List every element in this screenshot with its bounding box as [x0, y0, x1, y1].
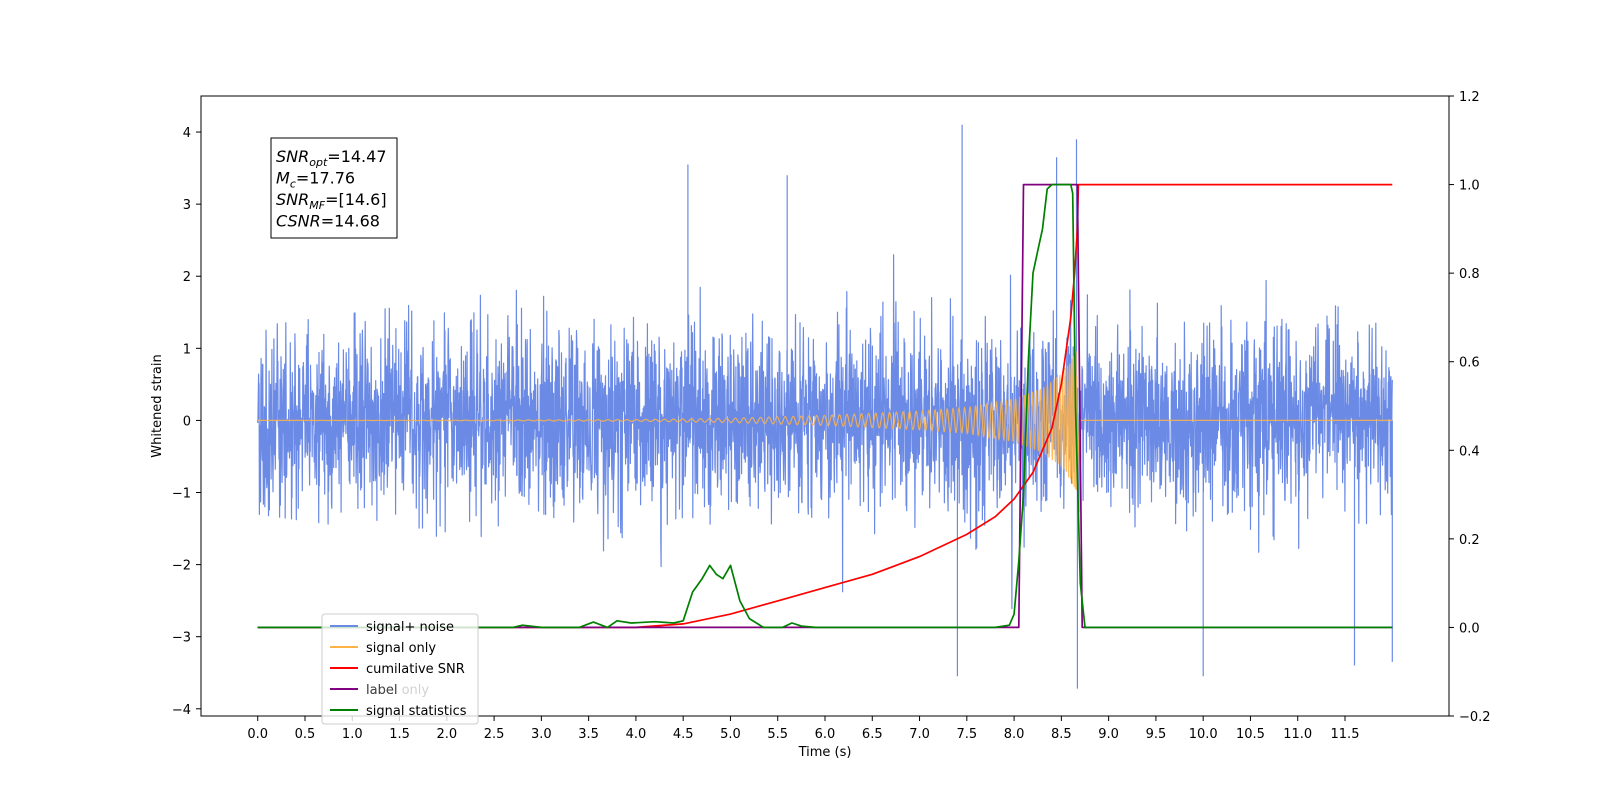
x-tick-label: 10.5	[1236, 727, 1265, 742]
annotation-subscript: opt	[309, 156, 328, 169]
legend-label: signal only	[366, 641, 436, 656]
y-left-tick-label: 4	[183, 126, 191, 141]
annotation-symbol: SNR	[276, 147, 309, 166]
annotation-line: SNRopt=14.47	[276, 147, 387, 169]
y-axis-left: 4 3 2 1 0 −1 −2 −3 −4	[172, 126, 201, 718]
x-tick-label: 5.5	[767, 727, 788, 742]
annotation-box: SNRopt=14.47Mc=17.76SNRMF=[14.6]CSNR=14.…	[270, 137, 398, 239]
annotation-value: =17.76	[296, 169, 355, 188]
x-tick-label: 6.5	[862, 727, 883, 742]
series-layer	[257, 124, 1393, 689]
annotation-symbol: M	[276, 169, 290, 188]
annotation-subscript: MF	[309, 199, 325, 212]
x-tick-label: 2.0	[436, 727, 457, 742]
series-line-2	[257, 183, 1393, 629]
x-tick-label: 11.5	[1331, 727, 1360, 742]
y-right-tick-label: −0.2	[1459, 710, 1491, 725]
legend-label: signal statistics	[366, 704, 467, 719]
annotation-symbol: SNR	[276, 190, 309, 209]
series-line-0	[257, 124, 1393, 689]
legend-label: cumilative SNR	[366, 662, 465, 677]
x-tick-label: 2.5	[484, 727, 505, 742]
x-tick-label: 4.0	[626, 727, 647, 742]
y-axis-label: Whitened strain	[150, 354, 165, 457]
annotation-subscript: c	[290, 178, 296, 191]
y-left-tick-label: −1	[172, 487, 191, 502]
legend: signal+ noise signal only cumilative SNR la…	[321, 613, 479, 725]
y-left-tick-label: 1	[183, 342, 191, 357]
x-tick-label: 1.0	[342, 727, 363, 742]
x-tick-label: 5.0	[720, 727, 741, 742]
y-right-tick-label: 1.2	[1459, 90, 1480, 105]
y-right-tick-label: 1.0	[1459, 179, 1480, 194]
annotation-frame	[270, 137, 398, 239]
y-left-tick-label: −4	[172, 703, 191, 718]
x-tick-label: 0.5	[295, 727, 316, 742]
x-tick-label: 3.0	[531, 727, 552, 742]
x-tick-label: 1.5	[389, 727, 410, 742]
annotation-line: SNRMF=[14.6]	[276, 190, 387, 212]
legend-label: signal+ noise	[366, 620, 454, 635]
x-tick-label: 0.0	[247, 727, 268, 742]
legend-frame	[321, 613, 479, 725]
annotation-value: =14.68	[321, 212, 380, 231]
x-axis: 0.0 0.5 1.0 1.5 2.0 2.5 3.0 3.5 4.0 4.5 5.0 5.5 6.0 6…	[247, 716, 1359, 742]
x-tick-label: 8.0	[1004, 727, 1025, 742]
y-left-tick-label: 2	[183, 270, 191, 285]
annotation-value: =[14.6]	[325, 190, 387, 209]
y-right-tick-label: 0.8	[1459, 267, 1480, 282]
series-line-1	[257, 351, 1393, 491]
annotation-line: Mc=17.76	[276, 169, 355, 191]
y-left-tick-label: 0	[183, 414, 191, 429]
x-tick-label: 7.0	[909, 727, 930, 742]
x-axis-label: Time (s)	[798, 745, 852, 760]
x-tick-label: 11.0	[1283, 727, 1312, 742]
series-line-4	[257, 183, 1393, 629]
x-tick-label: 10.0	[1189, 727, 1218, 742]
y-right-tick-label: 0.4	[1459, 444, 1480, 459]
y-left-tick-label: 3	[183, 198, 191, 213]
legend-label: label	[366, 683, 397, 698]
annotation-symbol: CSNR	[276, 212, 321, 231]
legend-ghost-label: label only	[366, 683, 429, 698]
y-left-tick-label: −2	[172, 559, 191, 574]
x-tick-label: 4.5	[673, 727, 694, 742]
x-tick-label: 9.0	[1098, 727, 1119, 742]
x-tick-label: 8.5	[1051, 727, 1072, 742]
annotation-value: =14.47	[327, 147, 386, 166]
x-tick-label: 9.5	[1146, 727, 1167, 742]
y-left-tick-label: −3	[172, 631, 191, 646]
y-right-tick-label: 0.6	[1459, 356, 1480, 371]
x-tick-label: 3.5	[578, 727, 599, 742]
y-axis-right: 1.2 1.0 0.8 0.6 0.4 0.2 0.0 −0.2	[1449, 90, 1491, 725]
x-tick-label: 7.5	[956, 727, 977, 742]
y-right-tick-label: 0.0	[1459, 621, 1480, 636]
x-tick-label: 6.0	[815, 727, 836, 742]
annotation-line: CSNR=14.68	[276, 212, 380, 231]
y-right-tick-label: 0.2	[1459, 533, 1480, 548]
